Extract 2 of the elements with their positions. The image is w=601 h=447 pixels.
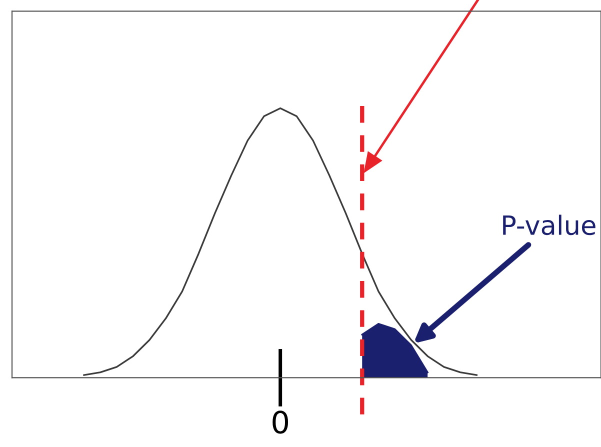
text: P-value — [503, 214, 596, 236]
text: 0 — [272, 410, 288, 434]
